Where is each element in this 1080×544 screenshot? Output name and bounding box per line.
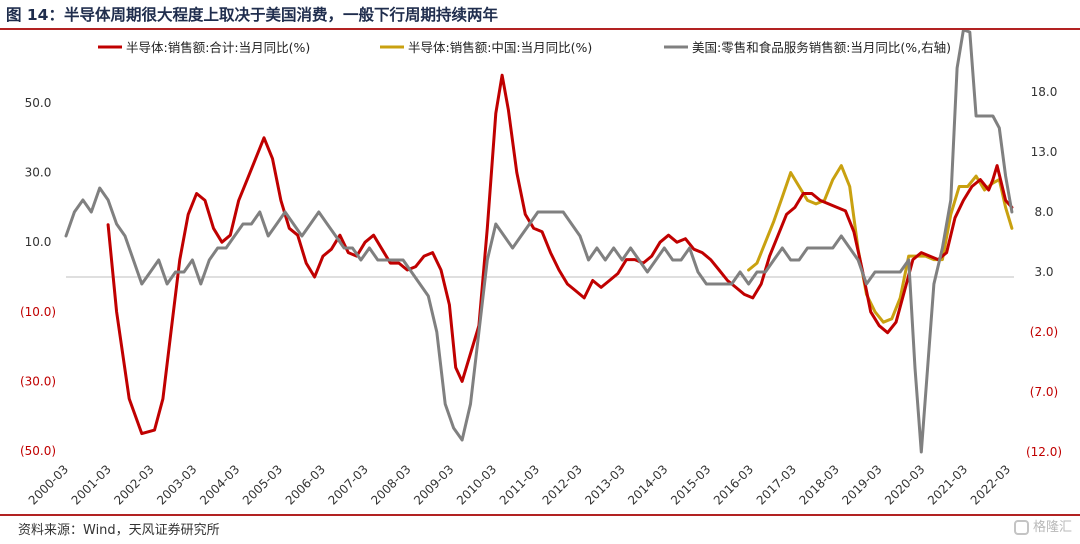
x-tick-label: 2014-03 <box>625 462 670 507</box>
x-tick-label: 2012-03 <box>540 462 585 507</box>
x-tick-label: 2010-03 <box>454 462 499 507</box>
y-left-tick-label: (10.0) <box>20 305 56 319</box>
x-tick-label: 2005-03 <box>240 462 285 507</box>
x-tick-label: 2003-03 <box>154 462 199 507</box>
x-tick-label: 2000-03 <box>26 462 71 507</box>
y-right-tick-label: 13.0 <box>1031 145 1058 159</box>
series-lines <box>64 30 1014 454</box>
x-tick-label: 2002-03 <box>111 462 156 507</box>
y-right-tick-label: (7.0) <box>1030 385 1058 399</box>
source-divider <box>0 514 1080 516</box>
x-tick-label: 2011-03 <box>497 462 542 507</box>
y-left-tick-label: 30.0 <box>25 166 52 180</box>
chart-title: 图 14：半导体周期很大程度上取决于美国消费，一般下行周期持续两年 <box>6 6 498 24</box>
watermark-text: 格隆汇 <box>1032 520 1072 535</box>
source-note: 资料来源：Wind，天风证券研究所 <box>18 523 220 538</box>
x-tick-label: 2015-03 <box>668 462 713 507</box>
y-right-tick-label: (2.0) <box>1030 325 1058 339</box>
x-tick-label: 2022-03 <box>968 462 1013 507</box>
y-left-tick-label: 50.0 <box>25 96 52 110</box>
y-right-tick-label: 8.0 <box>1034 205 1053 219</box>
watermark: 格隆汇 <box>1013 516 1072 535</box>
x-tick-label: 2020-03 <box>882 462 927 507</box>
x-tick-label: 2009-03 <box>411 462 456 507</box>
y-right-tick-label: (12.0) <box>1026 445 1062 459</box>
legend-label-0: 半导体:销售额:合计:当月同比(%) <box>126 40 310 55</box>
legend-label-2: 美国:零售和食品服务销售额:当月同比(%,右轴) <box>692 40 951 55</box>
y-right-tick-label: 18.0 <box>1031 85 1058 99</box>
x-tick-label: 2007-03 <box>325 462 370 507</box>
y-right-tick-label: 3.0 <box>1034 265 1053 279</box>
x-tick-label: 2013-03 <box>582 462 627 507</box>
x-tick-label: 2017-03 <box>754 462 799 507</box>
y-left-tick-label: (50.0) <box>20 444 56 458</box>
x-tick-label: 2019-03 <box>839 462 884 507</box>
x-tick-label: 2008-03 <box>368 462 413 507</box>
title-bar: 图 14：半导体周期很大程度上取决于美国消费，一般下行周期持续两年 <box>0 0 1080 30</box>
legend: 半导体:销售额:合计:当月同比(%) 半导体:销售额:中国:当月同比(%) 美国:零… <box>98 40 951 55</box>
y-left-tick-label: 10.0 <box>25 235 52 249</box>
x-tick-label: 2001-03 <box>69 462 114 507</box>
x-tick-label: 2016-03 <box>711 462 756 507</box>
series-line-1 <box>747 164 1014 324</box>
y-left-tick-label: (30.0) <box>20 374 56 388</box>
x-tick-label: 2018-03 <box>796 462 841 507</box>
legend-label-1: 半导体:销售额:中国:当月同比(%) <box>408 40 592 55</box>
x-tick-label: 2004-03 <box>197 462 242 507</box>
series-line-0 <box>106 73 1014 436</box>
x-tick-label: 2006-03 <box>283 462 328 507</box>
series-line-2 <box>64 30 1014 454</box>
chart: 半导体:销售额:合计:当月同比(%) 半导体:销售额:中国:当月同比(%) 美国:零… <box>20 30 1062 508</box>
x-tick-label: 2021-03 <box>925 462 970 507</box>
watermark-logo-icon <box>1013 520 1029 535</box>
